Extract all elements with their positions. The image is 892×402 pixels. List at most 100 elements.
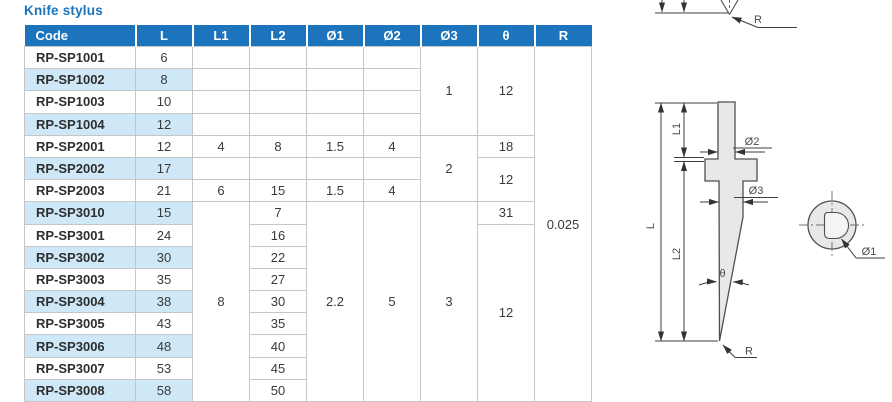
table-cell: 15 [135, 201, 193, 225]
table-cell: 24 [135, 223, 193, 247]
table-row: RP-SP3010 15 8 7 2.2 5 3 31 [24, 201, 592, 402]
table-row: RP-SP1003 10 [24, 90, 592, 114]
column-header: R [534, 25, 592, 47]
table-cell [249, 90, 307, 114]
table-cell [249, 112, 307, 136]
table-row: RP-SP1004 12 [24, 112, 592, 136]
table-cell [249, 68, 307, 92]
table-cell: 58 [135, 378, 193, 402]
table-cell [306, 68, 364, 92]
cell-code: RP-SP1004 [24, 112, 136, 136]
stylus-body [704, 101, 758, 342]
cell-code: RP-SP3001 [24, 223, 136, 247]
table-cell: 7 [249, 201, 307, 225]
table-cell: 4 [192, 134, 250, 158]
cell-code: RP-SP3010 [24, 201, 136, 225]
table-cell: 17 [135, 156, 193, 181]
table-cell: 15 [249, 179, 307, 203]
table-cell: 8 [135, 68, 193, 92]
table-cell: 5 [363, 201, 421, 402]
table-cell [192, 90, 250, 114]
column-header: L1 [192, 25, 251, 47]
table-row: RP-SP1002 8 [24, 68, 592, 92]
dim-label-r-tip: R [745, 346, 753, 358]
table-cell: 16 [249, 223, 307, 247]
table-cell [192, 68, 250, 92]
table-row: RP-SP1001 6 1 12 0.025 [24, 45, 592, 402]
blade-cross-section [823, 211, 850, 240]
table-cell [192, 45, 250, 70]
table-cell [363, 90, 421, 114]
table-cell: 8 [249, 134, 307, 158]
cell-code: RP-SP3003 [24, 267, 136, 292]
table-cell [192, 156, 250, 181]
table-cell: 22 [249, 245, 307, 269]
table-cell [363, 112, 421, 136]
table-cell: 35 [135, 267, 193, 292]
stylus-side-view: L L1 L2 Ø2 Ø3 θ R [645, 101, 778, 358]
dim-label-d2: Ø2 [745, 136, 760, 148]
table-cell: 12 [477, 223, 535, 402]
table-row: RP-SP2002 17 12 [24, 156, 592, 203]
dim-label-l: L [645, 223, 657, 229]
column-header: Ø1 [306, 25, 365, 47]
table-cell [306, 112, 364, 136]
cell-code: RP-SP3007 [24, 356, 136, 380]
table-cell: 4 [363, 179, 421, 203]
table-cell: 50 [249, 378, 307, 402]
table-row: RP-SP3004 38 30 [24, 290, 592, 314]
table-row: RP-SP3001 24 16 12 [24, 223, 592, 402]
column-header: Ø3 [420, 25, 479, 47]
table-cell: 6 [192, 179, 250, 203]
table-header: Code L L1 L2 Ø1 Ø2 Ø3 θ R [24, 25, 592, 47]
dim-label-l2: L2 [671, 248, 683, 260]
table-cell [192, 112, 250, 136]
table-cell: 12 [135, 134, 193, 158]
cell-code: RP-SP1003 [24, 90, 136, 114]
table-cell: 12 [135, 112, 193, 136]
table-row: RP-SP3002 30 22 [24, 245, 592, 269]
table-cell [249, 156, 307, 181]
table-cell [363, 68, 421, 92]
cell-code: RP-SP3008 [24, 378, 136, 402]
table-cell: 48 [135, 334, 193, 358]
table-row: RP-SP3006 48 40 [24, 334, 592, 358]
table-cell: 12 [477, 46, 535, 136]
table-cell: 10 [135, 90, 193, 114]
dim-label-l1: L1 [671, 123, 683, 135]
table-cell [306, 45, 364, 70]
table-cell: 35 [249, 312, 307, 336]
table-cell: 18 [477, 134, 535, 158]
column-header: Ø2 [363, 25, 422, 47]
table-cell: 27 [249, 267, 307, 292]
cell-code: RP-SP2001 [24, 134, 136, 158]
table-row: RP-SP2003 21 6 15 1.5 4 [24, 179, 592, 203]
table-cell: 43 [135, 312, 193, 336]
table-cell [249, 45, 307, 70]
table-cell: 45 [249, 356, 307, 380]
dim-label-theta: θ [719, 268, 725, 280]
column-header: L2 [249, 25, 308, 47]
table-cell: 38 [135, 290, 193, 314]
table-row: RP-SP3008 58 50 [24, 378, 592, 402]
spec-table: Code L L1 L2 Ø1 Ø2 Ø3 θ R RP-SP1001 6 1 12 0.025 RP-… [24, 25, 592, 402]
table-row: RP-SP2001 12 4 8 1.5 4 2 18 [24, 134, 592, 203]
dim-label-r-top: R [754, 14, 762, 26]
stylus-technical-drawing: R L L1 L2 Ø2 Ø3 θ R [645, 0, 885, 358]
column-header: Code [24, 25, 137, 47]
table-cell: 1.5 [306, 179, 364, 203]
table-cell: 31 [477, 201, 535, 225]
table-cell [363, 45, 421, 70]
column-header: θ [477, 25, 536, 47]
cell-code: RP-SP3004 [24, 290, 136, 314]
table-cell: 12 [477, 156, 535, 203]
table-cell [363, 156, 421, 181]
table-row: RP-SP3005 43 35 [24, 312, 592, 336]
dim-label-d3: Ø3 [749, 185, 764, 197]
table-cell: 53 [135, 356, 193, 380]
cell-code: RP-SP3006 [24, 334, 136, 358]
cell-code: RP-SP1002 [24, 68, 136, 92]
table-cell: 1.5 [306, 134, 364, 158]
page-title: Knife stylus [24, 3, 103, 18]
table-cell: 0.025 [534, 46, 592, 402]
